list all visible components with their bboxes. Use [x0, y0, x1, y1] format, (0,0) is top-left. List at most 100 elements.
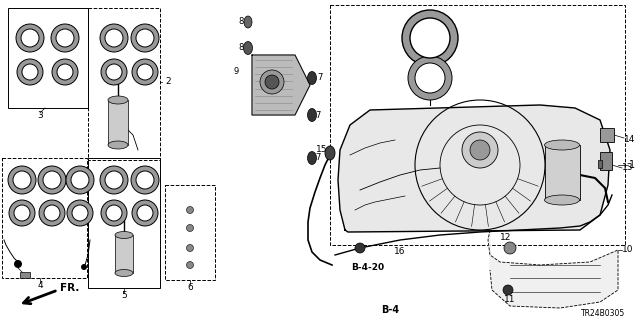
Circle shape: [462, 132, 498, 168]
Ellipse shape: [307, 152, 317, 165]
Text: 8: 8: [238, 43, 244, 53]
Circle shape: [72, 205, 88, 221]
Circle shape: [43, 171, 61, 189]
Circle shape: [105, 29, 123, 47]
Text: 1: 1: [629, 160, 635, 170]
Text: B-4-20: B-4-20: [351, 263, 385, 272]
Text: 3: 3: [37, 110, 43, 120]
Circle shape: [408, 56, 452, 100]
Text: B-4: B-4: [381, 305, 399, 315]
Circle shape: [14, 260, 22, 268]
Circle shape: [22, 64, 38, 80]
Text: 6: 6: [187, 283, 193, 292]
Circle shape: [56, 29, 74, 47]
Circle shape: [132, 200, 158, 226]
Circle shape: [355, 243, 365, 253]
Circle shape: [39, 200, 65, 226]
Bar: [598, 160, 602, 168]
Ellipse shape: [108, 96, 128, 104]
Text: 14: 14: [624, 136, 636, 145]
Text: 10: 10: [622, 246, 634, 255]
Circle shape: [44, 205, 60, 221]
Text: 7: 7: [316, 110, 321, 120]
Circle shape: [186, 225, 193, 232]
Circle shape: [186, 244, 193, 251]
Ellipse shape: [108, 141, 128, 149]
Circle shape: [186, 206, 193, 213]
Circle shape: [410, 18, 450, 58]
Circle shape: [21, 29, 39, 47]
Ellipse shape: [115, 270, 133, 277]
Text: 9: 9: [234, 68, 239, 77]
Bar: [600, 128, 614, 142]
Circle shape: [131, 166, 159, 194]
Ellipse shape: [325, 146, 335, 160]
Bar: [600, 152, 612, 170]
Ellipse shape: [244, 16, 252, 28]
Ellipse shape: [545, 140, 579, 150]
Text: 11: 11: [504, 295, 516, 305]
Circle shape: [8, 166, 36, 194]
Bar: [115, 235, 133, 273]
Text: TR24B0305: TR24B0305: [580, 309, 625, 318]
Polygon shape: [338, 105, 610, 232]
Circle shape: [137, 64, 153, 80]
Circle shape: [186, 262, 193, 269]
Bar: [20, 272, 30, 278]
Circle shape: [81, 264, 87, 270]
Circle shape: [415, 63, 445, 93]
Circle shape: [38, 166, 66, 194]
Circle shape: [260, 70, 284, 94]
Circle shape: [136, 29, 154, 47]
Circle shape: [470, 140, 490, 160]
Circle shape: [13, 171, 31, 189]
Polygon shape: [252, 55, 310, 115]
Circle shape: [105, 171, 123, 189]
Circle shape: [100, 24, 128, 52]
Circle shape: [17, 59, 43, 85]
Bar: [165, 185, 215, 280]
Circle shape: [106, 64, 122, 80]
Bar: [330, 5, 625, 245]
Circle shape: [136, 171, 154, 189]
Circle shape: [265, 75, 279, 89]
Ellipse shape: [545, 195, 579, 205]
Text: 7: 7: [316, 153, 321, 162]
Bar: [8, 8, 88, 108]
Ellipse shape: [307, 71, 317, 85]
Circle shape: [57, 64, 73, 80]
Text: 4: 4: [37, 280, 43, 290]
Circle shape: [100, 166, 128, 194]
Text: 12: 12: [500, 234, 512, 242]
Ellipse shape: [243, 41, 253, 55]
Text: 8: 8: [238, 18, 244, 26]
Text: 13: 13: [622, 164, 634, 173]
Circle shape: [16, 24, 44, 52]
Text: 2: 2: [165, 78, 171, 86]
Circle shape: [504, 242, 516, 254]
Circle shape: [106, 205, 122, 221]
Bar: [545, 145, 580, 200]
Text: 5: 5: [121, 291, 127, 300]
Circle shape: [101, 59, 127, 85]
Circle shape: [503, 285, 513, 295]
Circle shape: [14, 205, 30, 221]
Text: 15: 15: [316, 145, 328, 154]
Circle shape: [67, 200, 93, 226]
Polygon shape: [488, 230, 618, 308]
Circle shape: [71, 171, 89, 189]
Circle shape: [51, 24, 79, 52]
Circle shape: [402, 10, 458, 66]
Text: 7: 7: [317, 73, 323, 83]
Circle shape: [131, 24, 159, 52]
Text: 16: 16: [394, 248, 406, 256]
Circle shape: [132, 59, 158, 85]
Circle shape: [101, 200, 127, 226]
Circle shape: [137, 205, 153, 221]
Circle shape: [9, 200, 35, 226]
Circle shape: [52, 59, 78, 85]
Circle shape: [66, 166, 94, 194]
Bar: [2, 158, 87, 278]
Ellipse shape: [115, 232, 133, 239]
Text: FR.: FR.: [60, 283, 79, 293]
